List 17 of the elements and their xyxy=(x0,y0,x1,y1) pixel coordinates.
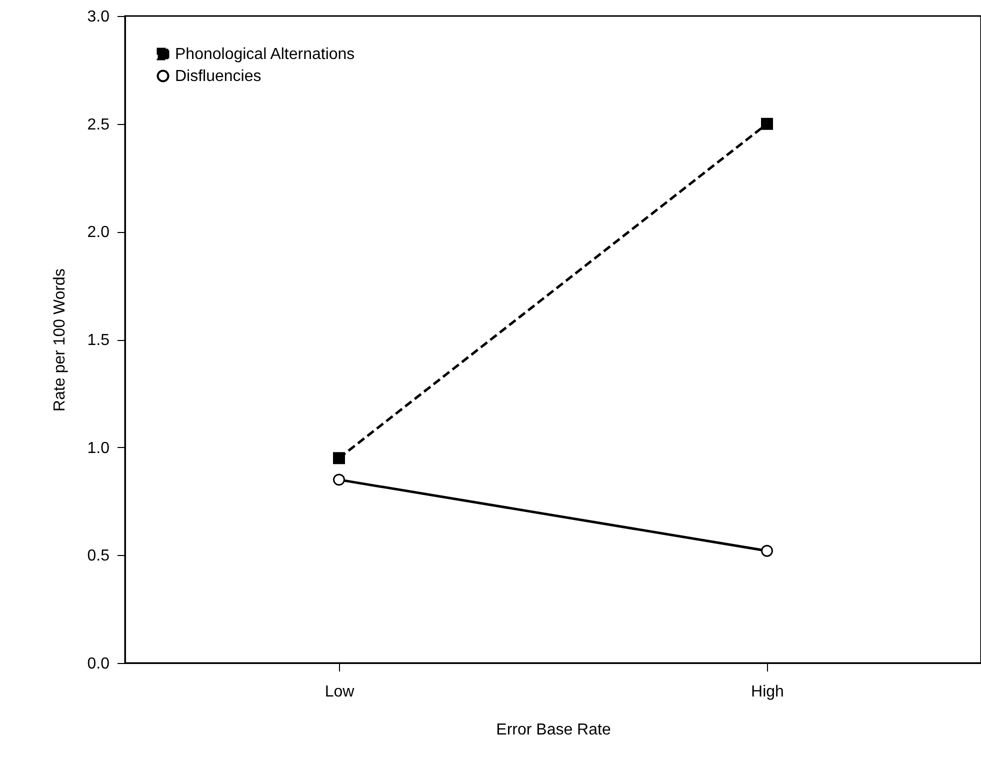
y-tick-label: 2.0 xyxy=(87,224,110,242)
x-tick-label: Low xyxy=(324,684,355,700)
y-tick-label: 1.0 xyxy=(87,440,110,457)
x-axis-title: Error Base Rate xyxy=(496,722,611,738)
y-tick-label: 0.5 xyxy=(87,548,110,565)
y-tick-label: 0.0 xyxy=(87,656,110,672)
x-tick-label: High xyxy=(751,684,784,700)
y-tick-label: 3.0 xyxy=(87,8,110,26)
point xyxy=(761,118,773,130)
point xyxy=(333,452,345,464)
legend-label: Disfluencies xyxy=(175,68,262,85)
legend-label: Phonological Alternations xyxy=(175,46,355,63)
y-tick-label: 1.5 xyxy=(87,332,110,349)
y-axis-title: Rate per 100 Words xyxy=(51,268,68,412)
point xyxy=(761,544,773,557)
point xyxy=(333,474,345,486)
y-tick-label: 2.5 xyxy=(87,116,110,134)
